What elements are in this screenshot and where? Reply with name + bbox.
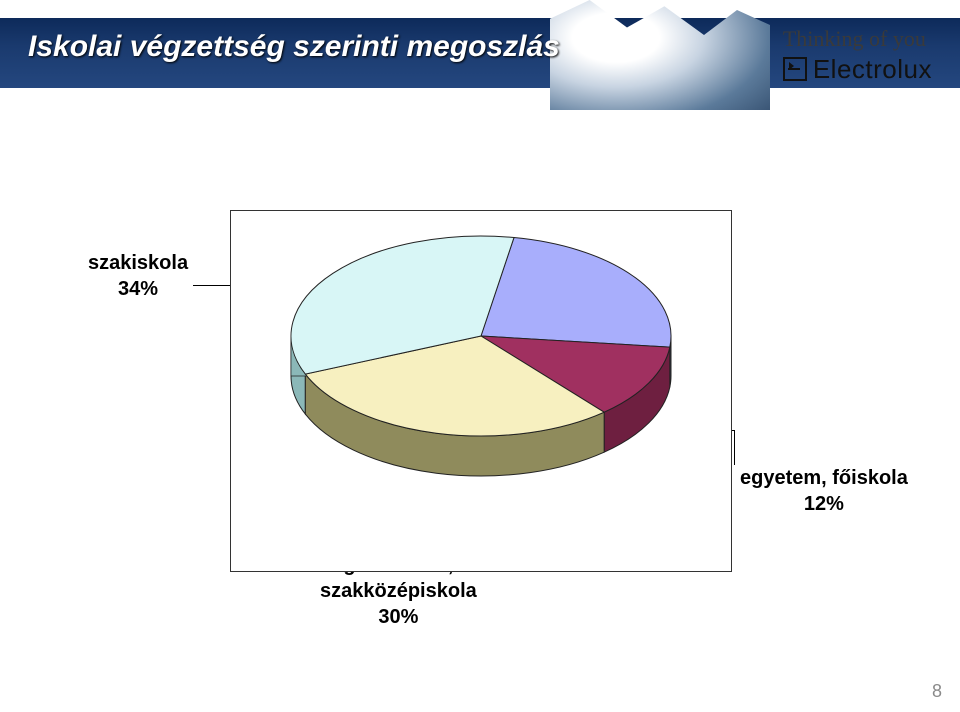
label-egyetem-pct: 12% [740, 491, 908, 517]
leader-egyetem-v [734, 430, 735, 465]
label-szakiskola-text: szakiskola [88, 252, 188, 274]
brand-logo: Electrolux [783, 54, 932, 85]
label-egyetem: egyetem, főiskola 12% [740, 465, 908, 517]
label-egyetem-text: egyetem, főiskola [740, 467, 908, 489]
brand-block: Thinking of you Electrolux [783, 28, 932, 85]
label-szakiskola-pct: 34% [118, 278, 158, 300]
pie-plot [230, 210, 732, 572]
slide-header: Iskolai végzettség szerinti megoszlás Th… [0, 0, 960, 110]
slide-title: Iskolai végzettség szerinti megoszlás [28, 30, 560, 64]
leader-szakiskola [193, 285, 233, 286]
page-number: 8 [932, 681, 942, 702]
label-gimnazium-pct: 30% [378, 606, 418, 628]
header-mountain-graphic [550, 0, 770, 125]
pie-top-svg [281, 231, 681, 441]
brand-tagline: Thinking of you [783, 28, 932, 50]
chart-area: szakiskola 34% 8 osztály 24% egyetem, fő… [0, 110, 960, 712]
label-szakiskola: szakiskola 34% [88, 250, 188, 302]
brand-name: Electrolux [813, 54, 932, 84]
brand-icon [783, 57, 807, 81]
